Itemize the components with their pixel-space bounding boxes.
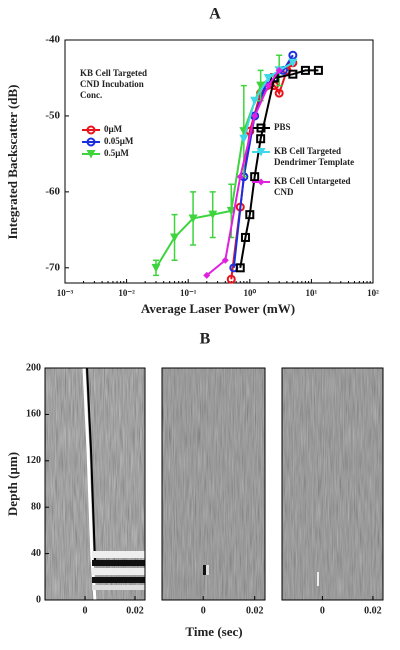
marker bbox=[288, 69, 298, 79]
marker bbox=[208, 210, 218, 220]
x-tick-label: 0 bbox=[201, 605, 206, 616]
x-axis-label: Time (sec) bbox=[185, 624, 242, 639]
x-tick-label: 0.02 bbox=[126, 605, 144, 616]
x-tick-label: 0 bbox=[83, 605, 88, 616]
image-band bbox=[92, 577, 145, 583]
x-tick-label: 10¹ bbox=[306, 288, 318, 298]
image-echo bbox=[206, 565, 209, 575]
legend-label: KB Cell Untargeted CND bbox=[274, 176, 351, 197]
image-noise bbox=[162, 368, 265, 600]
marker bbox=[245, 210, 255, 220]
x-tick-label: 10⁻³ bbox=[57, 288, 74, 298]
image-noise bbox=[282, 368, 383, 600]
marker bbox=[251, 112, 259, 120]
marker bbox=[236, 173, 244, 181]
legend-marker bbox=[86, 150, 96, 159]
legend-marker bbox=[256, 148, 266, 157]
image-band bbox=[92, 560, 145, 566]
y-tick-label: -40 bbox=[45, 34, 60, 46]
chart-title: B bbox=[200, 331, 211, 348]
marker bbox=[250, 96, 260, 106]
marker bbox=[313, 65, 323, 75]
series-line bbox=[206, 69, 281, 277]
image-echo bbox=[203, 565, 206, 575]
image-band bbox=[92, 585, 145, 590]
legend-marker bbox=[86, 150, 96, 159]
x-tick-label: 10² bbox=[367, 288, 379, 298]
marker bbox=[188, 214, 198, 223]
x-tick-label: 10⁰ bbox=[243, 288, 256, 298]
image-panel bbox=[282, 368, 383, 600]
chart-title: A bbox=[209, 6, 221, 23]
image-frame bbox=[281, 367, 384, 601]
y-axis-label: Depth (µm) bbox=[5, 452, 20, 516]
y-tick-label: -50 bbox=[45, 109, 60, 121]
marker bbox=[274, 88, 284, 98]
image-panel bbox=[162, 368, 265, 600]
legend-label: KB Cell Targeted Dendrimer Template bbox=[274, 146, 355, 167]
marker bbox=[300, 65, 310, 75]
image-streak bbox=[86, 367, 96, 561]
marker bbox=[239, 134, 249, 144]
legend-label: 0µM bbox=[104, 124, 123, 134]
x-axis-label: Average Laser Power (mW) bbox=[141, 301, 295, 316]
x-tick-label: 10⁻¹ bbox=[180, 288, 197, 298]
marker bbox=[203, 271, 211, 279]
y-tick-label: -70 bbox=[45, 261, 60, 273]
x-tick-label: 0.02 bbox=[364, 605, 382, 616]
legend-marker bbox=[257, 178, 265, 186]
legend-marker bbox=[256, 148, 266, 157]
legend-title: KB Cell Targeted CND Incubation Conc. bbox=[80, 68, 147, 100]
legend-label: 0.05µM bbox=[104, 136, 134, 146]
legend-marker bbox=[86, 137, 96, 147]
marker bbox=[288, 50, 298, 60]
legend-marker bbox=[86, 125, 96, 135]
legend-label: 0.5µM bbox=[104, 148, 129, 158]
marker bbox=[170, 233, 180, 242]
legend-label: PBS bbox=[274, 122, 291, 132]
legend-marker bbox=[256, 123, 266, 133]
y-tick-label: 0 bbox=[36, 594, 41, 605]
y-tick-label: 80 bbox=[31, 501, 41, 512]
x-tick-label: 0 bbox=[320, 605, 325, 616]
legend-marker bbox=[86, 137, 96, 147]
marker bbox=[256, 134, 266, 144]
legend-marker bbox=[257, 178, 265, 186]
image-panel bbox=[45, 367, 145, 601]
marker bbox=[263, 73, 273, 83]
marker bbox=[250, 172, 260, 182]
marker bbox=[240, 232, 250, 242]
marker bbox=[151, 263, 161, 273]
marker bbox=[235, 263, 245, 273]
y-tick-label: 120 bbox=[26, 455, 41, 466]
legend-marker bbox=[256, 123, 266, 133]
marker bbox=[264, 82, 272, 90]
image-frame bbox=[44, 367, 146, 601]
marker bbox=[288, 58, 298, 68]
marker bbox=[221, 256, 229, 264]
x-tick-label: 0.02 bbox=[246, 605, 264, 616]
image-echo bbox=[317, 572, 319, 586]
image-band bbox=[92, 551, 145, 558]
marker bbox=[256, 81, 266, 91]
image-frame bbox=[161, 367, 266, 601]
y-axis-label: Integrated Backscatter (dB) bbox=[5, 84, 20, 239]
y-tick-label: -60 bbox=[45, 185, 60, 197]
marker bbox=[226, 274, 236, 284]
legend-marker bbox=[86, 125, 96, 135]
marker bbox=[275, 66, 283, 74]
y-tick-label: 200 bbox=[26, 362, 41, 373]
image-band bbox=[92, 568, 145, 575]
y-tick-label: 40 bbox=[31, 548, 41, 559]
y-tick-label: 160 bbox=[26, 409, 41, 420]
x-tick-label: 10⁻² bbox=[118, 288, 135, 298]
plot-frame bbox=[64, 39, 374, 284]
